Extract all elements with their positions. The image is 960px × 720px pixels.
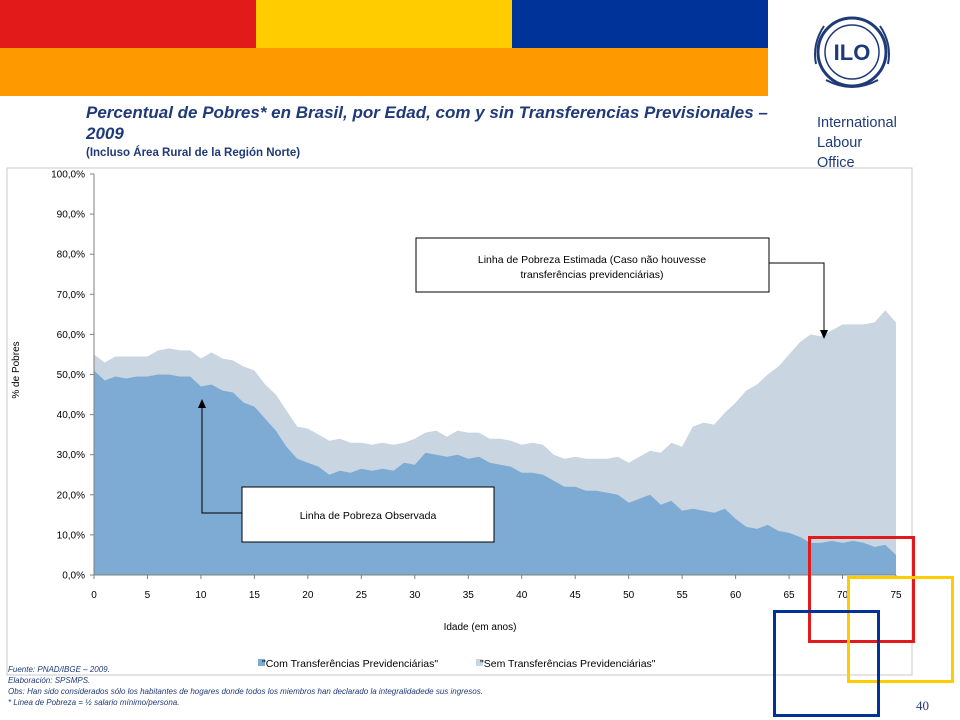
ilo-logo-text: ILO xyxy=(834,40,871,65)
blue-square-frame xyxy=(773,610,880,717)
y-tick-label: 30,0% xyxy=(57,450,85,461)
annotation-text-observed: Linha de Pobreza Observada xyxy=(300,510,437,522)
organization-line-3: Office xyxy=(817,155,855,171)
footnote-obs: Obs: Han sido considerados sólo los habi… xyxy=(8,687,483,696)
x-tick-label: 35 xyxy=(463,590,475,601)
annotation-arrow-estimated xyxy=(769,262,825,330)
x-tick-label: 30 xyxy=(409,590,421,601)
x-tick-label: 60 xyxy=(730,590,742,601)
footnote-source: Fuente: PNAD/IBGE – 2009. xyxy=(8,665,110,674)
blue-band xyxy=(512,0,768,48)
source-footnote: Fuente: PNAD/IBGE – 2009. Elaboración: S… xyxy=(8,664,483,708)
orange-band xyxy=(0,48,768,96)
footnote-elaboration: Elaboración: SPSMPS. xyxy=(8,676,91,685)
slide-title: Percentual de Pobres* en Brasil, por Eda… xyxy=(86,103,768,143)
footnote-poverty-line: * Linea de Pobreza = ½ salario mínimo/pe… xyxy=(8,698,180,707)
organization-line-1: International xyxy=(817,115,897,131)
x-tick-label: 50 xyxy=(623,590,635,601)
chart-border xyxy=(6,167,913,676)
x-tick-label: 15 xyxy=(249,590,261,601)
page-number: 40 xyxy=(916,698,929,713)
y-tick-label: 70,0% xyxy=(57,290,85,301)
y-tick-label: 90,0% xyxy=(57,210,85,221)
y-tick-label: 10,0% xyxy=(57,530,85,541)
x-tick-label: 55 xyxy=(677,590,689,601)
annotation-box-observed xyxy=(241,486,495,543)
x-tick-label: 10 xyxy=(195,590,207,601)
x-axis-title: Idade (em anos) xyxy=(444,622,517,633)
x-tick-label: 20 xyxy=(302,590,314,601)
x-tick-label: 25 xyxy=(356,590,368,601)
y-tick-label: 80,0% xyxy=(57,250,85,261)
x-tick-label: 45 xyxy=(570,590,582,601)
red-band xyxy=(0,0,256,48)
legend-label-1: "Sem Transferências Previdenciárias" xyxy=(480,658,656,670)
ilo-logo: ILO xyxy=(806,14,898,99)
annotation-arrowhead-estimated xyxy=(820,330,828,339)
y-tick-label: 50,0% xyxy=(57,370,85,381)
yellow-band xyxy=(256,0,512,48)
x-tick-label: 70 xyxy=(837,590,849,601)
x-tick-label: 65 xyxy=(784,590,796,601)
organization-line-2: Labour xyxy=(817,135,863,151)
legend-label-0: "Com Transferências Previdenciárias" xyxy=(262,658,438,670)
y-axis-title: % de Pobres xyxy=(11,341,22,398)
x-tick-label: 40 xyxy=(516,590,528,601)
y-tick-label: 40,0% xyxy=(57,410,85,421)
yellow-square-frame xyxy=(847,576,954,683)
slide-subtitle: (Incluso Área Rural de la Región Norte) xyxy=(86,147,301,159)
x-tick-label: 0 xyxy=(91,590,97,601)
x-tick-label: 5 xyxy=(145,590,151,601)
annotation-arrow-observed xyxy=(201,408,242,514)
legend-swatch-1 xyxy=(476,659,483,666)
annotation-text-estimated-2: transferências previdenciárias) xyxy=(521,269,664,281)
red-square-frame xyxy=(808,536,915,643)
y-tick-label: 100,0% xyxy=(51,170,85,181)
annotation-text-estimated-1: Linha de Pobreza Estimada (Caso não houv… xyxy=(478,254,706,266)
y-tick-label: 60,0% xyxy=(57,330,85,341)
x-tick-label: 75 xyxy=(890,590,902,601)
y-tick-label: 0,0% xyxy=(62,571,85,582)
organization-name: International Labour Office xyxy=(817,113,897,173)
legend-swatch-0 xyxy=(258,659,265,666)
annotation-box-estimated xyxy=(415,237,770,293)
y-tick-label: 20,0% xyxy=(57,490,85,501)
annotation-arrowhead-observed xyxy=(198,399,206,408)
